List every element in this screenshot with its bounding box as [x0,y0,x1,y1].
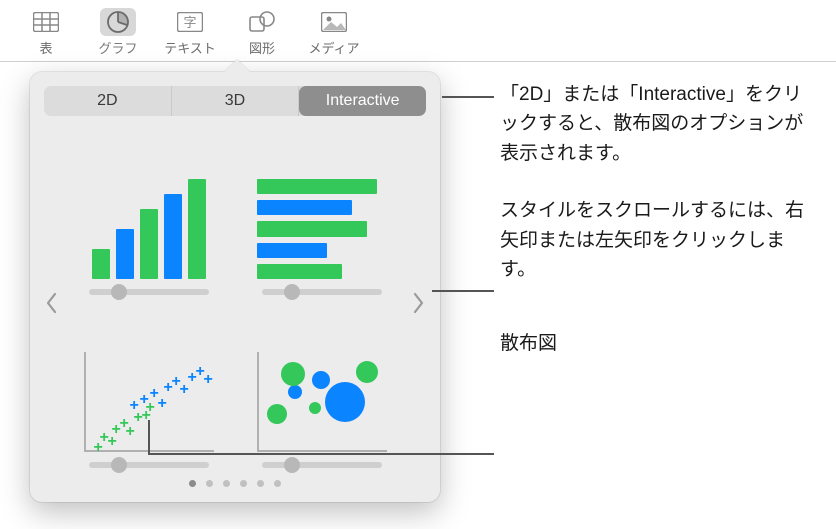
toolbar-item-text[interactable]: 字 テキスト [154,8,226,57]
chart-option-hbar[interactable] [245,138,398,295]
chart-option-bubble[interactable] [245,311,398,468]
toolbar-label: 図形 [249,38,275,57]
callout-line [148,420,150,453]
annotation-arrows: スタイルをスクロールするには、右矢印または左矢印をクリックします。 [500,196,820,284]
toolbar-label: テキスト [164,38,216,57]
segmented-control: 2D 3D Interactive [44,86,426,116]
callout-line [432,290,494,292]
media-icon [316,8,352,36]
bubble-chart-preview [252,342,392,452]
chart-grid-wrap: +++++++++++++++++++ [44,138,426,468]
chart-icon [100,8,136,36]
toolbar: 表 グラフ 字 テキスト 図形 メディア [0,0,836,62]
table-icon [28,8,64,36]
slider[interactable] [262,462,382,468]
tab-3d[interactable]: 3D [172,86,300,116]
svg-text:字: 字 [183,15,196,30]
hbar-chart-preview [252,169,392,279]
slider[interactable] [89,289,209,295]
slider[interactable] [262,289,382,295]
chart-popover: 2D 3D Interactive [30,72,440,502]
next-arrow[interactable] [408,283,430,323]
annotation-tabs: 「2D」または「Interactive」をクリックすると、散布図のオプションが表… [500,80,820,168]
annotation-scatter: 散布図 [500,329,820,358]
toolbar-item-shape[interactable]: 図形 [226,8,298,57]
callout-line [148,453,494,455]
toolbar-item-chart[interactable]: グラフ [82,8,154,57]
tab-interactive[interactable]: Interactive [299,86,426,116]
annotations: 「2D」または「Interactive」をクリックすると、散布図のオプションが表… [500,80,820,386]
text-icon: 字 [172,8,208,36]
shape-icon [244,8,280,36]
toolbar-item-media[interactable]: メディア [298,8,370,57]
toolbar-item-table[interactable]: 表 [10,8,82,57]
toolbar-label: 表 [39,38,52,57]
toolbar-label: グラフ [98,38,137,57]
toolbar-label: メディア [308,38,359,57]
callout-line [442,96,494,98]
column-chart-preview [79,169,219,279]
page-indicator[interactable] [44,480,426,487]
slider[interactable] [89,462,209,468]
prev-arrow[interactable] [40,283,62,323]
chart-option-column[interactable] [72,138,225,295]
chart-grid: +++++++++++++++++++ [44,138,426,468]
tab-2d[interactable]: 2D [44,86,172,116]
